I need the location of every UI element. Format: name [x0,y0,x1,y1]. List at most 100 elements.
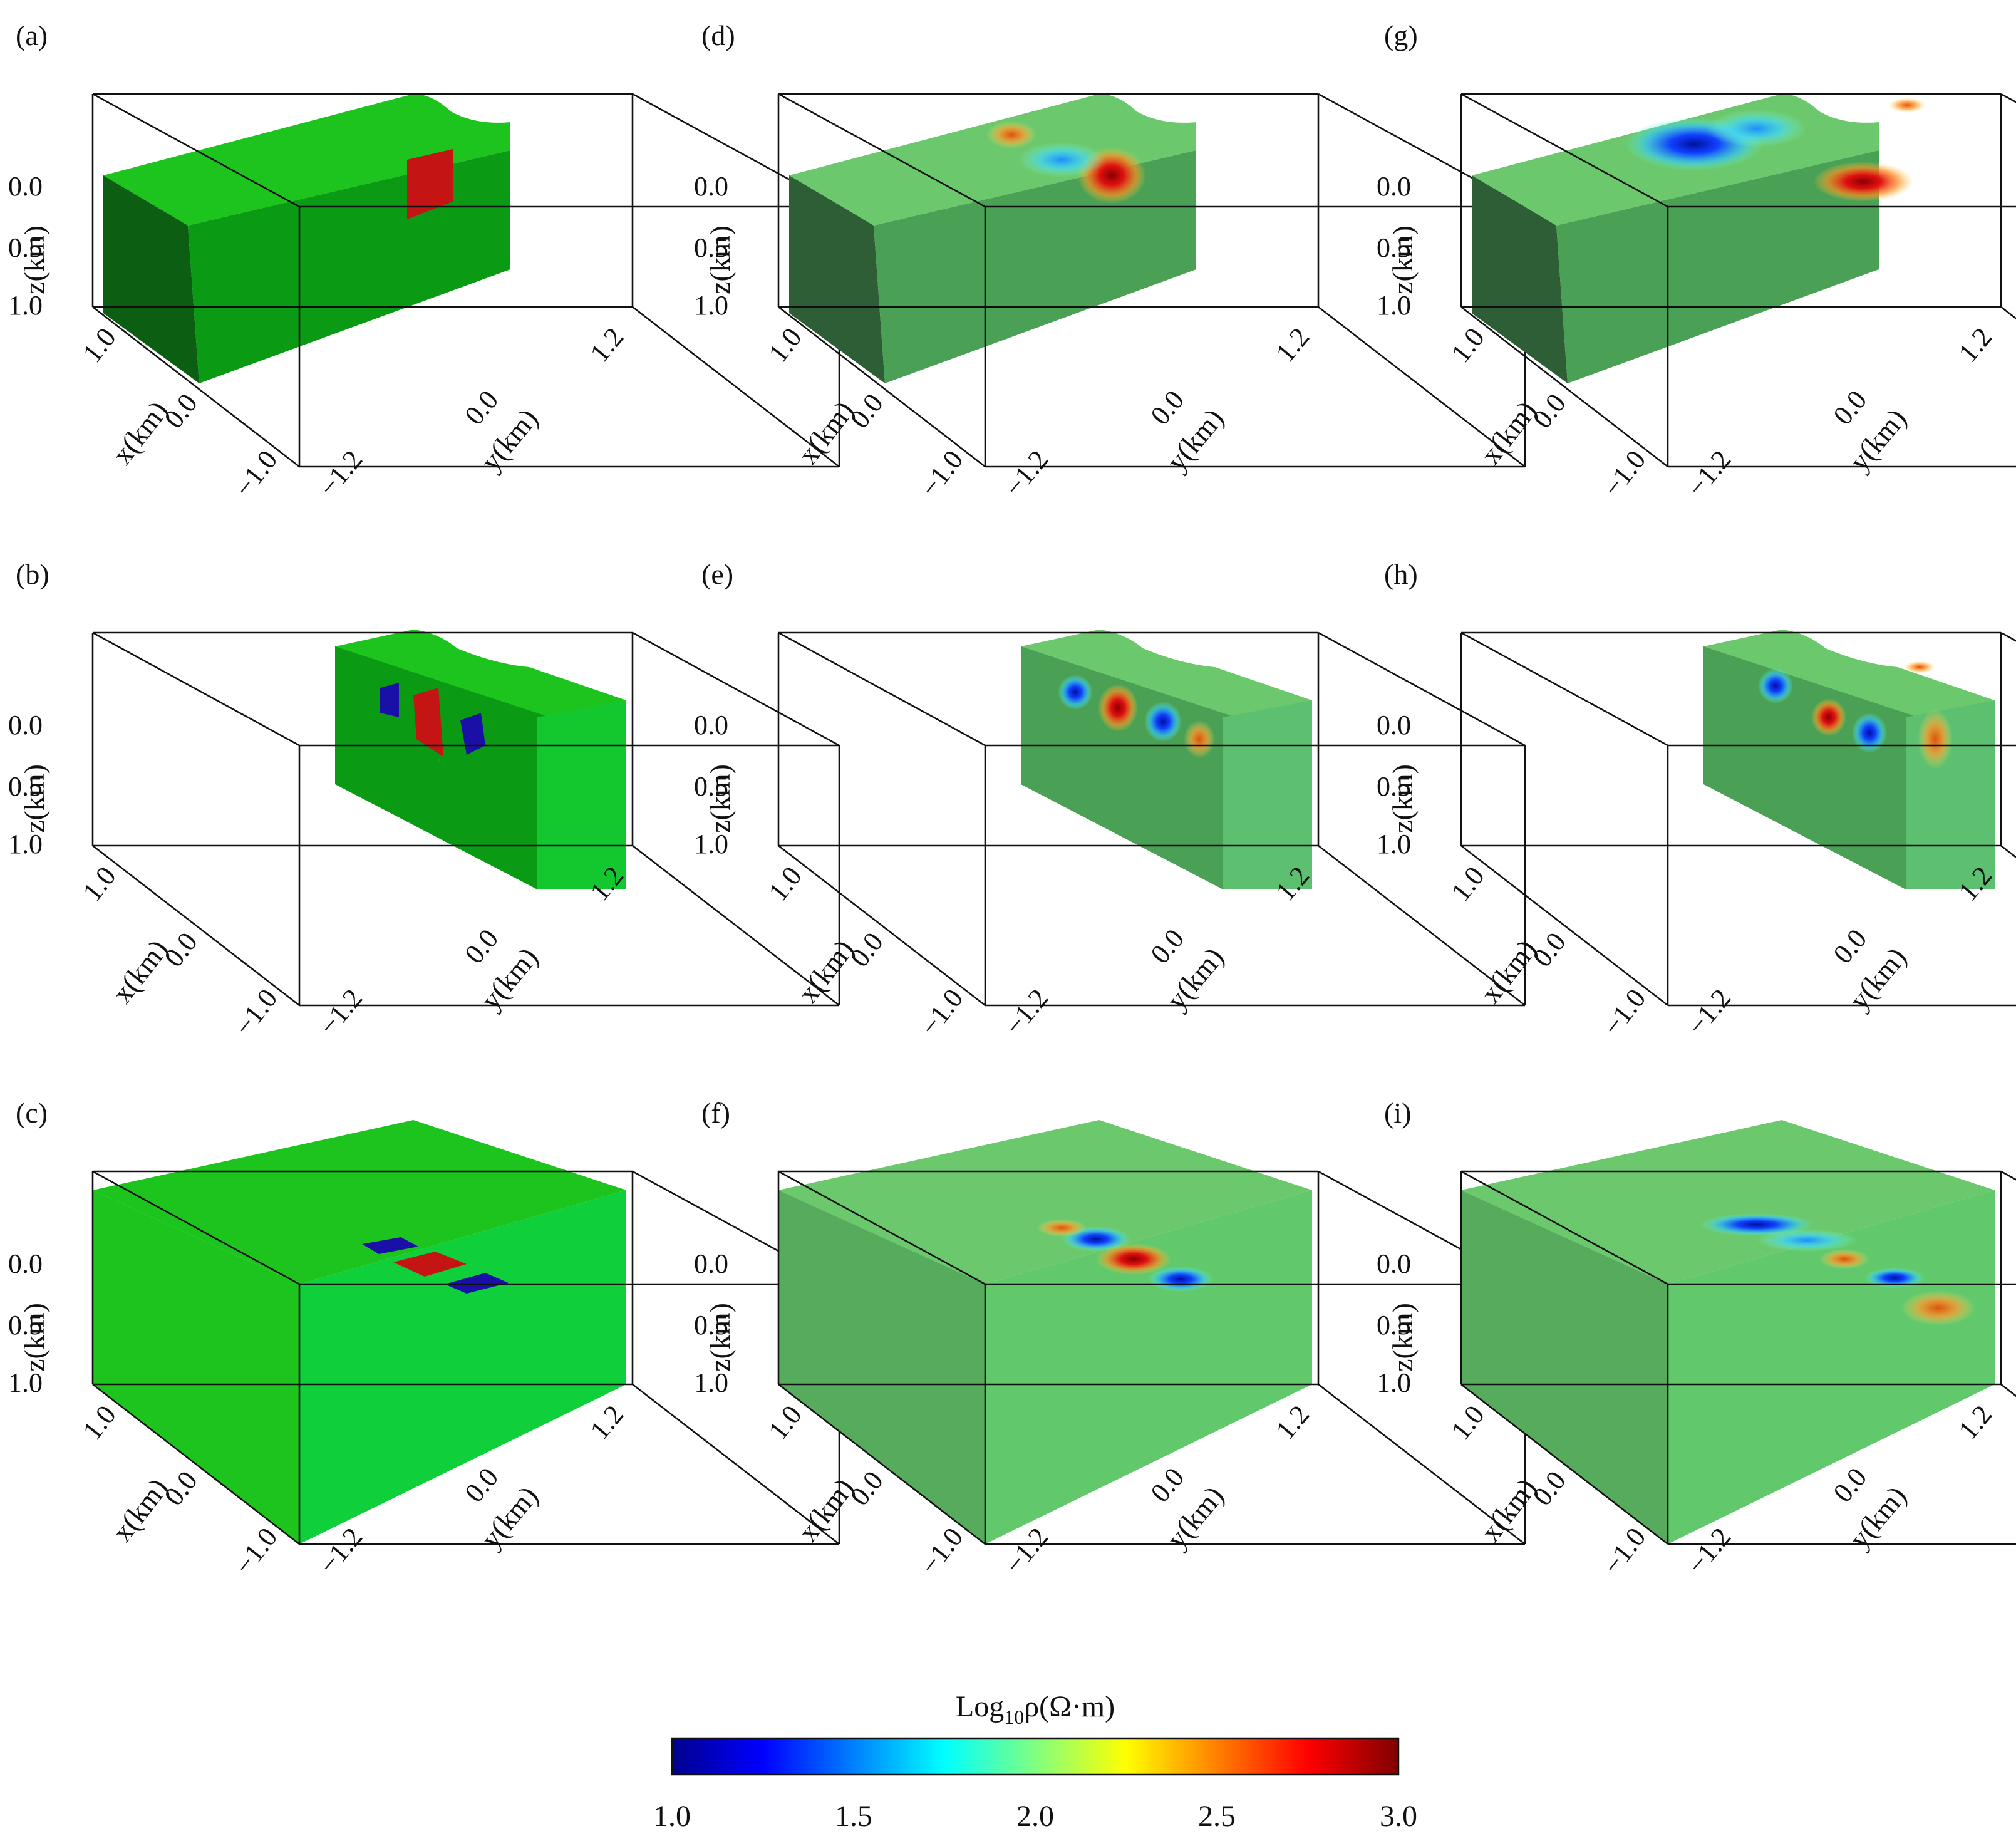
top-surface [1461,1120,1995,1284]
z-tick-label: 0.0 [8,710,43,740]
z-tick-label: 0.5 [1377,232,1411,263]
bounding-box-edge [92,844,300,1007]
z-tick-label: 0.5 [8,1310,43,1341]
colorbar-title-subscript: 10 [1004,1706,1024,1728]
panel-c: 0.00.51.0z(km)1.00.0−1.0x(km)−1.20.01.2y… [8,1097,840,1580]
x-tick-label: 1.0 [1445,1399,1490,1446]
z-tick-label: 1.0 [8,829,43,859]
resistor-block [407,149,453,219]
side-face [1461,1190,1668,1544]
colorbar-title: Log10ρ(Ω·m) [956,1690,1115,1728]
bounding-box-edge [778,1170,986,1285]
x-tick-label: −1.0 [229,1522,284,1580]
bounding-box-edge [1460,1383,1668,1545]
y-tick-label: 0.0 [1827,1462,1873,1508]
bounding-box-edge [632,306,840,468]
bounding-box-edge [2000,631,2016,642]
x-tick-label: 1.0 [1445,861,1490,907]
bounding-box-edge [92,631,300,747]
orange-anomaly [1901,1290,1976,1325]
conductor-block [460,713,485,755]
panel-label: (h) [1384,558,1418,590]
x-tick-label: 1.0 [76,1399,121,1446]
z-tick-label: 0.0 [8,1248,43,1279]
bounding-box-edge [632,1383,840,1545]
bounding-box-edge [778,306,986,468]
colorbar: Log10ρ(Ω·m) 1.0 1.5 2.0 2.5 3.0 [653,1690,1417,1833]
front-face [1556,150,1879,383]
panel-label: (i) [1384,1097,1411,1129]
bounding-box-edge [2000,306,2016,320]
bounding-box-edge [92,306,300,468]
side-face [1472,175,1568,383]
front-face [537,700,626,889]
y-tick-label: 1.2 [1269,322,1315,368]
y-tick-label: 0.0 [1144,923,1190,970]
front-face-edge [537,717,550,889]
panel-label: (g) [1384,19,1418,51]
red-anomaly [1098,684,1138,732]
z-tick-label: 0.5 [694,232,728,263]
cyan-anomaly [1757,1229,1857,1252]
x-axis-label: x(km) [1474,395,1543,470]
colorbar-bar [671,1737,1400,1776]
z-tick-label: 1.0 [8,290,43,321]
conductor-block [362,1237,418,1254]
bounding-box-edge [2000,1170,2016,1181]
conductor-block [445,1273,509,1294]
bounding-box-edge [92,1383,300,1545]
z-tick-label: 0.0 [1377,1248,1411,1279]
y-tick-label: 0.0 [1144,1462,1190,1508]
y-tick-label: 0.0 [1827,923,1873,970]
bounding-box-edge [1318,844,1526,1007]
bounding-box-edge [632,844,840,1007]
z-tick-label: 0.5 [694,1310,728,1341]
blue-anomaly [1758,668,1793,703]
x-axis-label: x(km) [792,1472,860,1547]
colorbar-tick-label: 1.5 [835,1800,872,1833]
y-tick-label: 1.2 [1269,1399,1315,1446]
z-tick-label: 0.5 [1377,1310,1411,1341]
orange-anomaly [1819,1249,1869,1269]
x-tick-label: −1.0 [914,445,969,503]
z-tick-label: 1.0 [1377,290,1411,321]
side-face [93,1190,299,1544]
x-tick-label: −1.0 [1597,445,1652,503]
top-surface [1021,630,1312,717]
colorbar-tick-label: 2.5 [1198,1800,1236,1833]
front-face [1223,700,1312,889]
colorbar-tick-label: 3.0 [1380,1800,1417,1833]
x-tick-label: 1.0 [1445,322,1490,368]
y-tick-label: 0.0 [458,1462,504,1508]
z-axis-label: z(km) [704,1303,736,1372]
x-axis-label: x(km) [106,933,174,1009]
blue-anomaly [1058,675,1093,710]
z-tick-label: 0.0 [8,171,43,202]
z-tick-label: 1.0 [694,290,728,321]
red-anomaly [1813,162,1913,202]
panel-label: (c) [16,1097,48,1129]
y-tick-label: 0.0 [1827,385,1873,431]
red-anomaly [1811,698,1846,736]
colorbar-title-main: Log [956,1690,1004,1723]
z-axis-label: z(km) [704,764,736,833]
z-tick-label: 0.0 [694,1248,728,1279]
z-axis-label: z(km) [18,1303,50,1372]
bounding-box-edge [1318,306,1526,468]
z-axis-label: z(km) [18,226,50,294]
bounding-box-edge [1318,1383,1526,1545]
orange-anomaly [1904,661,1935,673]
bounding-box-edge [92,1170,300,1285]
z-tick-label: 1.0 [1377,829,1411,859]
y-tick-label: −1.2 [313,444,368,502]
bounding-box-edge [1460,93,1668,208]
x-axis-label: x(km) [106,395,174,470]
y-tick-label: −1.2 [998,983,1054,1041]
front-face [985,1190,1312,1544]
y-tick-label: −1.2 [1681,444,1737,502]
colorbar-tick-label: 2.0 [1016,1800,1054,1833]
y-tick-label: 0.0 [1144,385,1190,431]
bounding-box-edge [778,1383,986,1545]
z-tick-label: 1.0 [694,1367,728,1398]
